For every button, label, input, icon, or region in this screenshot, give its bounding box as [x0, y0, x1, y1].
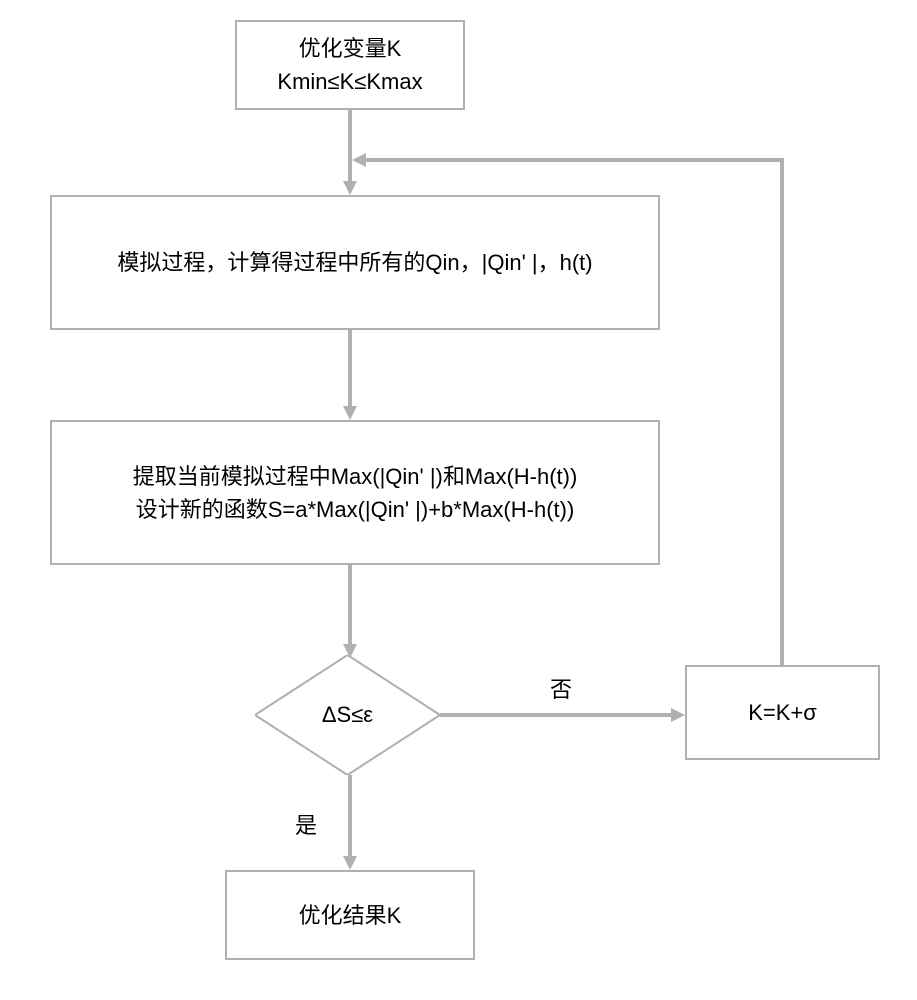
arrow-head-4	[671, 708, 685, 722]
node-simulate: 模拟过程，计算得过程中所有的Qin，|Qin' |，h(t)	[50, 195, 660, 330]
node-start-line2: Kmin≤K≤Kmax	[277, 65, 422, 98]
arrow-head-1	[343, 181, 357, 195]
node-start: 优化变量K Kmin≤K≤Kmax	[235, 20, 465, 110]
node-update-text: K=K+σ	[748, 696, 817, 729]
node-extract-line2: 设计新的函数S=a*Max(|Qin' |)+b*Max(H-h(t))	[136, 493, 575, 526]
node-result-text: 优化结果K	[299, 899, 402, 932]
arrow-feedback-horizontal	[365, 158, 784, 162]
node-decision-text: ΔS≤ε	[322, 702, 373, 728]
arrow-simulate-to-extract	[348, 330, 352, 407]
node-result: 优化结果K	[225, 870, 475, 960]
arrow-start-to-simulate	[348, 110, 352, 182]
node-start-line1: 优化变量K	[299, 32, 402, 65]
arrow-head-5	[343, 856, 357, 870]
node-simulate-text: 模拟过程，计算得过程中所有的Qin，|Qin' |，h(t)	[117, 246, 592, 279]
arrow-decision-to-result	[348, 775, 352, 857]
node-update: K=K+σ	[685, 665, 880, 760]
label-yes: 是	[295, 808, 317, 840]
label-no: 否	[550, 672, 572, 704]
arrow-decision-to-update	[440, 713, 672, 717]
arrow-feedback-vertical	[780, 160, 784, 665]
arrow-head-2	[343, 406, 357, 420]
node-extract-line1: 提取当前模拟过程中Max(|Qin' |)和Max(H-h(t))	[133, 460, 578, 493]
arrow-extract-to-decision	[348, 565, 352, 645]
node-decision: ΔS≤ε	[255, 655, 440, 775]
arrow-head-feedback	[352, 153, 366, 167]
node-extract: 提取当前模拟过程中Max(|Qin' |)和Max(H-h(t)) 设计新的函数…	[50, 420, 660, 565]
